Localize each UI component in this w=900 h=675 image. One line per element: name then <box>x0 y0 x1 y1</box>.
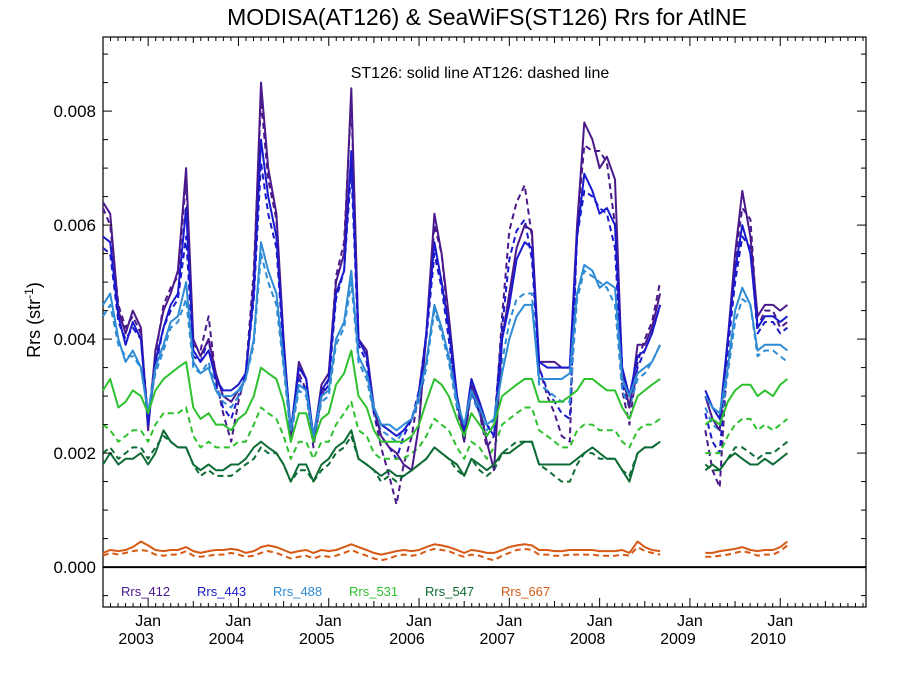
x-tick-label-year: 2005 <box>299 631 335 648</box>
legend-item: Rrs_547 <box>425 584 474 599</box>
x-tick-label-month: Jan <box>135 613 161 630</box>
x-tick-label-year: 2010 <box>750 631 786 648</box>
x-tick-label-year: 2006 <box>389 631 425 648</box>
series-line-667-dashed <box>102 544 789 562</box>
legend-item: Rrs_667 <box>501 584 550 599</box>
plot-frame <box>102 36 867 608</box>
series-line-531-solid <box>102 349 789 443</box>
series-line-547-dashed <box>102 435 789 483</box>
series-line-488-dashed <box>102 252 789 443</box>
chart-subtitle: ST126: solid line AT126: dashed line <box>351 65 610 82</box>
y-axis-label-close: ) <box>24 282 44 288</box>
series-line-488-solid <box>102 241 789 437</box>
chart-title: MODISA(AT126) & SeaWiFS(ST126) Rrs for A… <box>227 4 747 30</box>
y-tick-label: 0.006 <box>53 216 96 235</box>
x-tick-label-month: Jan <box>406 613 432 630</box>
y-tick-label: 0.004 <box>53 330 96 349</box>
series-line-443-dashed <box>102 161 789 460</box>
legend-item: Rrs_443 <box>197 584 246 599</box>
y-axis-label-superscript: -1 <box>22 288 36 299</box>
x-tick-label-year: 2007 <box>480 631 516 648</box>
legend-item: Rrs_488 <box>273 584 322 599</box>
series-line-667-solid <box>102 540 789 556</box>
x-tick-label-month: Jan <box>767 613 793 630</box>
plot-border <box>102 36 867 608</box>
axes-layer: 0.0000.0020.0040.0060.008Jan2003Jan2004J… <box>53 37 866 648</box>
x-tick-label-month: Jan <box>677 613 703 630</box>
y-tick-label: 0.002 <box>53 444 96 463</box>
legend-item: Rrs_531 <box>349 584 398 599</box>
series-layer <box>102 81 789 562</box>
y-axis-label-text: Rrs (str <box>24 299 44 358</box>
y-tick-label: 0.008 <box>53 102 96 121</box>
x-tick-label-month: Jan <box>496 613 522 630</box>
x-tick-label-year: 2009 <box>660 631 696 648</box>
x-tick-label-month: Jan <box>316 613 342 630</box>
series-line-412-solid <box>102 81 789 472</box>
x-tick-label-year: 2003 <box>118 631 154 648</box>
x-tick-label-month: Jan <box>226 613 252 630</box>
legend: Rrs_412 Rrs_443 Rrs_488 Rrs_531 Rrs_547 Rrs_6… <box>121 584 550 599</box>
x-tick-label-year: 2008 <box>570 631 606 648</box>
y-tick-label: 0.000 <box>53 558 96 577</box>
x-tick-label-month: Jan <box>587 613 613 630</box>
y-axis-label: Rrs (str-1) <box>22 282 44 358</box>
x-tick-label-year: 2004 <box>209 631 245 648</box>
series-line-547-solid <box>102 429 789 483</box>
legend-item: Rrs_412 <box>121 584 170 599</box>
series-line-531-dashed <box>102 400 789 460</box>
